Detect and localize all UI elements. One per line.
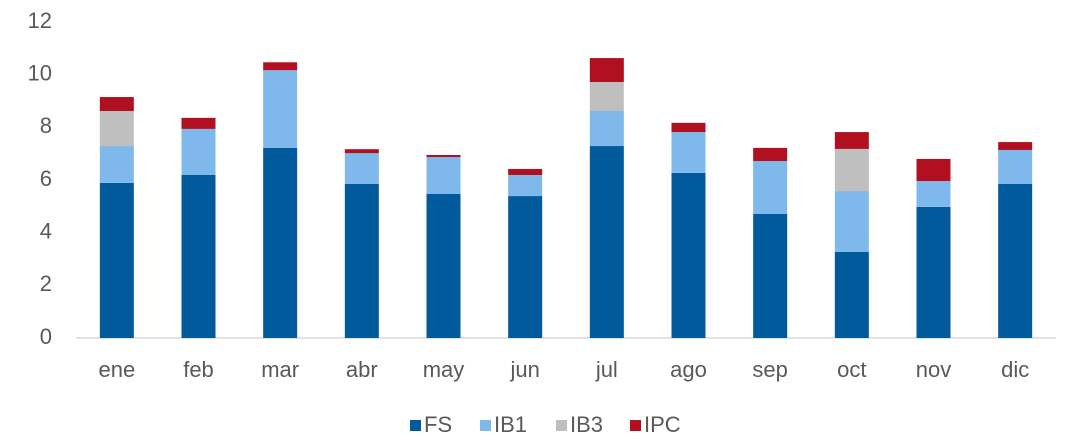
bar-segment <box>508 168 543 175</box>
x-tick-label: oct <box>837 357 866 382</box>
bar-segment <box>589 58 624 83</box>
bar-segment <box>671 172 706 338</box>
x-tick-label: jul <box>595 357 618 382</box>
bar-segment <box>998 183 1033 338</box>
bar-segment <box>344 153 379 184</box>
bar-segment <box>998 149 1033 184</box>
y-tick-label: 2 <box>40 271 52 296</box>
bar-segment <box>671 132 706 173</box>
y-tick-label: 4 <box>40 218 52 243</box>
bar-segment <box>916 158 951 182</box>
bar-segment <box>671 122 706 133</box>
bar-segment <box>426 154 461 158</box>
bar-segment <box>99 146 134 183</box>
bar-segment <box>916 181 951 207</box>
bar-segment <box>426 193 461 338</box>
x-tick-label: mar <box>261 357 299 382</box>
bar-segment <box>263 70 298 148</box>
bar-segment <box>834 251 869 338</box>
x-tick-label: abr <box>346 357 378 382</box>
bar-segment <box>753 161 788 214</box>
y-tick-label: 10 <box>28 60 52 85</box>
bar-segment <box>508 174 543 197</box>
bar-segment <box>834 132 869 149</box>
bar-segment <box>99 111 134 147</box>
legend-swatch <box>630 420 641 431</box>
bar-segment <box>589 111 624 147</box>
x-tick-label: sep <box>752 357 787 382</box>
y-tick-label: 8 <box>40 113 52 138</box>
bar-segment <box>426 157 461 194</box>
bar-segment <box>181 117 216 129</box>
bar-segment <box>181 174 216 338</box>
bar-segment <box>181 128 216 175</box>
bar-segment <box>916 206 951 338</box>
legend-swatch <box>410 420 421 431</box>
bar-segment <box>344 149 379 154</box>
bar-segment <box>589 146 624 338</box>
y-tick-label: 0 <box>40 324 52 349</box>
x-tick-label: feb <box>183 357 214 382</box>
bar-segment <box>508 196 543 338</box>
bar-segment <box>344 183 379 338</box>
bar-segment <box>834 191 869 252</box>
bar-segment <box>753 147 788 162</box>
y-tick-label: 12 <box>28 8 52 33</box>
bar-segment <box>834 148 869 192</box>
legend-label: IPC <box>644 412 681 435</box>
bar-segment <box>99 182 134 338</box>
x-tick-label: nov <box>916 357 951 382</box>
x-tick-label: dic <box>1001 357 1029 382</box>
legend-swatch <box>480 420 491 431</box>
legend-label: FS <box>424 412 452 435</box>
bar-segment <box>263 62 298 71</box>
bar-segment <box>998 142 1033 150</box>
x-tick-label: ene <box>98 357 135 382</box>
bar-segment <box>99 97 134 112</box>
x-tick-label: ago <box>670 357 707 382</box>
bar-segment <box>753 213 788 338</box>
x-tick-label: jun <box>509 357 539 382</box>
bar-segment <box>263 147 298 338</box>
y-tick-label: 6 <box>40 166 52 191</box>
bar-segment <box>589 82 624 112</box>
x-tick-label: may <box>423 357 465 382</box>
legend-label: IB1 <box>494 412 527 435</box>
legend-swatch <box>556 420 567 431</box>
legend-label: IB3 <box>570 412 603 435</box>
